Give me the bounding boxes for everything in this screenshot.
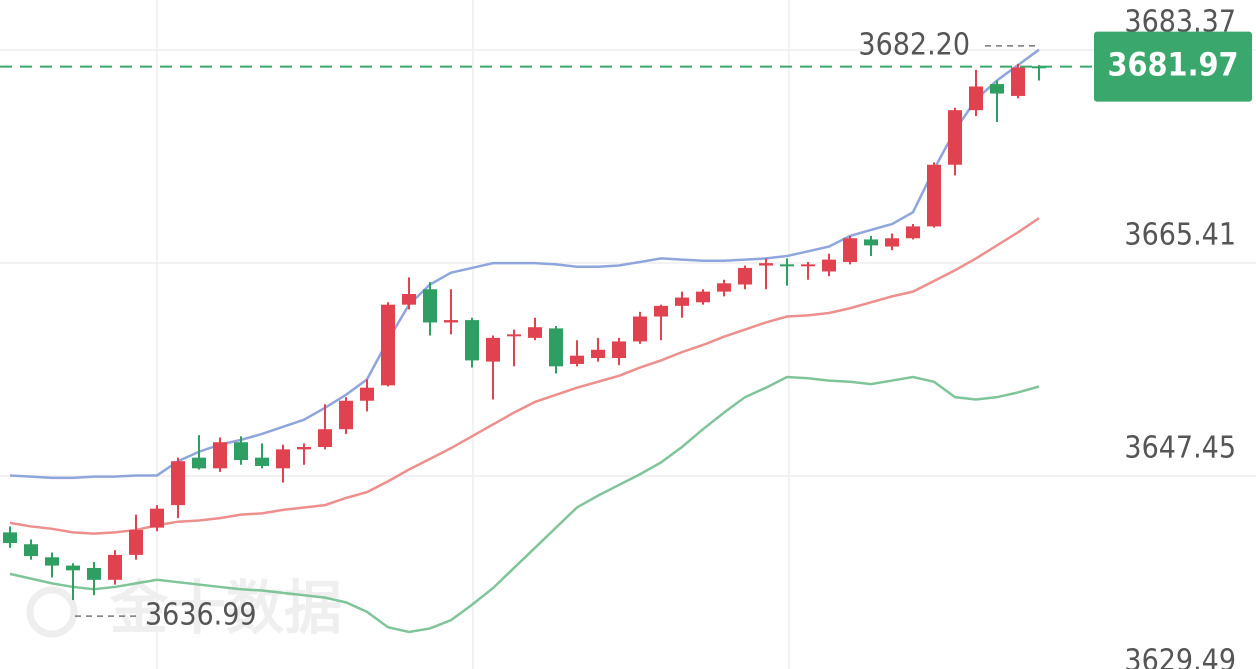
band-line xyxy=(9,217,1040,535)
candle-body xyxy=(213,442,227,469)
y-tick-label: 3665.41 xyxy=(1124,218,1236,253)
candle-body xyxy=(528,327,542,338)
candle-body xyxy=(864,239,878,246)
candle-body xyxy=(318,429,332,447)
candle-body xyxy=(654,305,668,317)
candle-body xyxy=(276,449,290,469)
last-price-box xyxy=(1094,31,1252,102)
candle-body xyxy=(969,86,983,111)
candle-body xyxy=(129,530,143,555)
candle-body xyxy=(885,238,899,247)
candle-body xyxy=(1032,66,1046,69)
band-line xyxy=(9,375,1040,634)
watermark-text: 金十数据 xyxy=(110,574,342,642)
candle-body xyxy=(234,442,248,461)
candle-body xyxy=(360,387,374,401)
watermark-logo xyxy=(26,586,78,638)
candle-body xyxy=(696,291,710,303)
watermark: 金十数据 xyxy=(26,574,342,642)
candle-body xyxy=(45,557,59,566)
candle-body xyxy=(171,461,185,506)
candle-body xyxy=(381,304,395,386)
candle-body xyxy=(3,532,17,544)
candle-body xyxy=(633,316,647,342)
candle-body xyxy=(465,320,479,361)
low-label: 3636.99 xyxy=(145,598,257,633)
candle-body xyxy=(402,293,416,305)
candle-body xyxy=(717,283,731,292)
candle-body xyxy=(339,400,353,430)
candle-body xyxy=(948,110,962,165)
candle-body xyxy=(192,457,206,469)
candle-body xyxy=(822,259,836,272)
candle-body xyxy=(486,337,500,362)
candle-body xyxy=(990,84,1004,94)
candle-body xyxy=(738,267,752,285)
candle-body xyxy=(675,297,689,306)
band-line xyxy=(9,48,1040,480)
candle-body xyxy=(87,567,101,580)
candle-body xyxy=(444,320,458,323)
candle-body xyxy=(591,349,605,359)
last-price-label: 3681.97 xyxy=(1107,46,1238,84)
candle-body xyxy=(1011,67,1025,96)
candle-body xyxy=(108,554,122,580)
candle-body xyxy=(612,341,626,359)
candle-body xyxy=(255,457,269,466)
candle-body xyxy=(549,328,563,367)
candle-body xyxy=(906,226,920,239)
candle-body xyxy=(24,544,38,557)
candle-body xyxy=(507,334,521,337)
candle-body xyxy=(297,446,311,450)
high-label: 3682.20 xyxy=(858,27,970,62)
candle-body xyxy=(927,164,941,227)
candle-body xyxy=(801,264,815,267)
candle-body xyxy=(843,238,857,262)
candle-body xyxy=(570,355,584,364)
candle-body xyxy=(780,264,794,267)
y-tick-label: 3629.49 xyxy=(1124,644,1236,669)
candle-body xyxy=(150,508,164,528)
y-tick-label: 3647.45 xyxy=(1124,431,1236,466)
candle-body xyxy=(423,289,437,323)
candle-body xyxy=(759,263,773,266)
candle-body xyxy=(66,565,80,571)
